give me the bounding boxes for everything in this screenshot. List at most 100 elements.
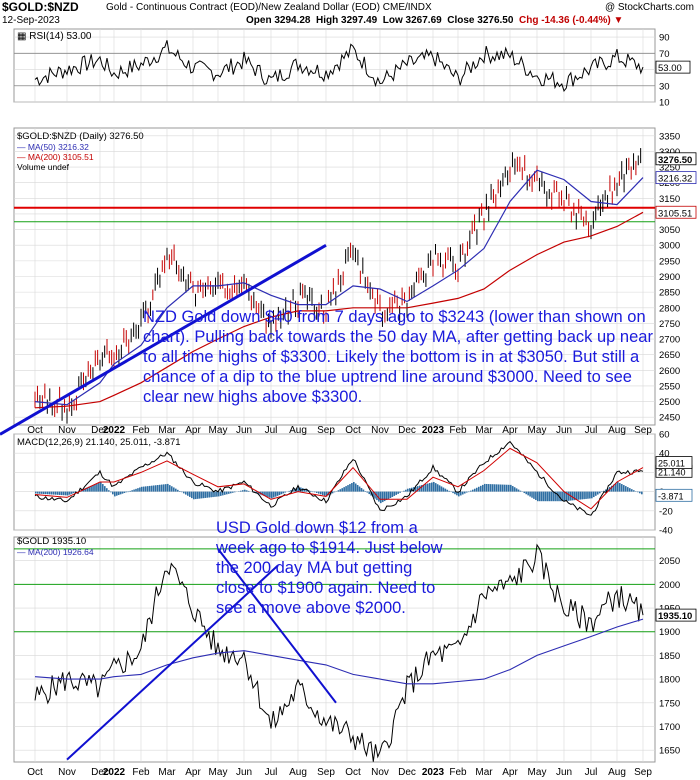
macd-histogram-bar [395,491,398,495]
channel-upper-line [217,548,337,704]
macd-histogram-bar [312,491,314,493]
macd-histogram-bar [193,491,195,500]
gold-month-label: Apr [185,767,201,778]
macd-histogram-bar [502,484,504,492]
macd-histogram-bar [621,484,623,492]
macd-histogram-bar [271,491,273,499]
gold-tick-label: 1700 [659,722,680,733]
macd-histogram-bar [554,491,556,502]
macd-histogram-bar [135,488,137,492]
macd-histogram-bar [565,491,568,501]
nzd-month-label: Jul [265,425,278,436]
macd-histogram-bar [444,488,447,492]
gold-month-label: Oct [345,767,361,778]
macd-histogram-bar [542,491,545,502]
gold-month-label: Sep [634,767,652,778]
macd-histogram-bar [434,483,437,492]
macd-histogram-bar [560,491,562,502]
macd-histogram-bar [108,490,110,492]
macd-histogram-bar [177,489,179,492]
macd-histogram-bar [133,489,135,492]
macd-histogram-bar [265,491,267,497]
macd-histogram-bar [70,491,73,494]
macd-histogram-bar [452,491,454,494]
macd-histogram-bar [585,491,587,499]
macd-line [34,440,644,516]
macd-histogram-bar [121,491,124,494]
macd-tick-label: -20 [659,506,673,517]
macd-histogram-bar [284,491,287,493]
gold-month-label: Dec [91,767,109,778]
gold-month-label: Jun [236,767,252,778]
macd-histogram-bar [141,486,143,492]
macd-histogram-bar [57,491,59,495]
macd-histogram-bar [425,484,427,492]
gold-month-label: Oct [27,767,43,778]
macd-histogram-bar [165,484,167,492]
macd-histogram-bar [429,483,431,492]
macd-histogram-bar [391,491,394,497]
macd-histogram-bar [345,486,347,492]
macd-histogram-bar [304,488,306,492]
macd-histogram-bar [112,491,114,495]
macd-histogram-bar [51,491,53,495]
macd-histogram-bar [288,490,290,492]
gold-tick-label: 2050 [659,556,680,567]
macd-histogram-bar [61,491,63,496]
macd-histogram-bar [39,491,41,494]
macd-histogram-bar [577,491,580,500]
macd-histogram-bar [403,490,405,492]
macd-tick-label: -40 [659,526,673,537]
chart-header: $GOLD:$NZD Gold - Continuous Contract (E… [0,0,700,28]
rsi-tick-label: 30 [659,81,670,92]
macd-histogram-bar [448,490,450,492]
macd-histogram-bar [310,490,312,492]
macd-histogram-bar [222,491,224,496]
macd-histogram-bar [631,489,633,492]
macd-histogram-bar [480,485,482,492]
macd-histogram-bar [438,485,441,492]
rsi-title: ▦ RSI(14) 53.00 [17,31,92,42]
macd-histogram-bar [546,491,549,502]
macd-histogram-bar [326,491,328,497]
macd-histogram-bar [72,491,75,494]
macd-histogram-bar [360,488,363,492]
macd-histogram-bar [490,484,492,492]
nzd-month-label: Dec [398,425,416,436]
macd-histogram-bar [151,485,153,492]
macd-value-box [655,456,693,469]
macd-histogram-bar [496,484,498,492]
macd-histogram-bar [261,491,263,496]
macd-histogram-bar [515,488,518,492]
macd-histogram-bar [90,485,92,492]
nzd-month-label: May [528,425,547,436]
macd-histogram-bar [214,491,216,497]
macd-histogram-bar [462,491,464,495]
nzd-month-label: Mar [158,425,176,436]
macd-histogram-bar [508,484,510,492]
macd-histogram-bar [623,485,625,492]
macd-histogram-bar [482,484,484,492]
gold-tick-label: 2000 [659,580,680,591]
macd-histogram-bar [431,482,433,492]
macd-histogram-bar [110,491,112,493]
symbol-description: Gold - Continuous Contract (EOD)/New Zea… [106,2,432,13]
macd-histogram-bar [633,490,635,492]
macd-histogram-bar [196,491,199,499]
gold-month-label: Jul [585,767,598,778]
close-value: Close 3276.50 [447,15,514,26]
macd-histogram-bar [316,491,318,493]
macd-histogram-bar [535,491,537,501]
macd-histogram-bar [611,485,613,492]
macd-histogram-bar [517,489,520,492]
macd-histogram-bar [185,491,187,495]
macd-histogram-bar [224,491,226,495]
macd-histogram-bar [637,491,639,493]
macd-histogram-bar [519,490,522,492]
macd-histogram-bar [364,491,367,492]
price-value-label: 3105.51 [658,208,692,219]
macd-histogram-bar [220,491,222,496]
macd-histogram-bar [210,491,212,498]
macd-histogram-bar [484,483,486,492]
price-tick-label: 3350 [659,131,680,142]
